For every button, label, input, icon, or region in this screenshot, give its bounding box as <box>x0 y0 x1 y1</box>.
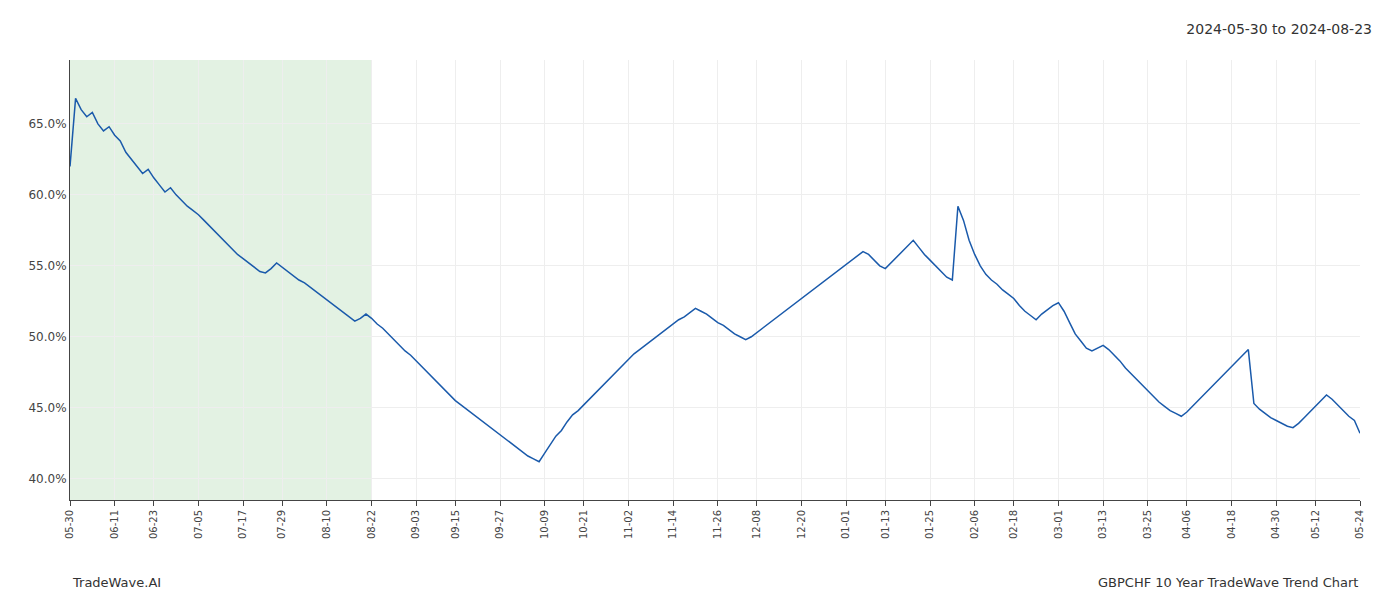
svg-text:60.0%: 60.0% <box>28 188 66 202</box>
svg-text:11-26: 11-26 <box>712 510 723 539</box>
svg-text:09-03: 09-03 <box>410 510 421 539</box>
svg-text:05-30: 05-30 <box>64 510 75 539</box>
svg-text:50.0%: 50.0% <box>28 330 66 344</box>
svg-text:09-15: 09-15 <box>450 510 461 539</box>
svg-text:05-12: 05-12 <box>1310 510 1321 539</box>
svg-text:07-05: 07-05 <box>193 510 204 539</box>
svg-text:2024-05-30 to 2024-08-23: 2024-05-30 to 2024-08-23 <box>1186 21 1372 37</box>
svg-text:12-08: 12-08 <box>751 510 762 539</box>
svg-text:01-01: 01-01 <box>840 510 851 539</box>
svg-text:03-01: 03-01 <box>1053 510 1064 539</box>
svg-text:11-14: 11-14 <box>667 510 678 539</box>
svg-text:06-23: 06-23 <box>148 510 159 539</box>
svg-text:05-24: 05-24 <box>1354 510 1365 539</box>
svg-text:45.0%: 45.0% <box>28 401 66 415</box>
svg-text:10-21: 10-21 <box>578 510 589 539</box>
svg-text:55.0%: 55.0% <box>28 259 66 273</box>
svg-text:03-13: 03-13 <box>1097 510 1108 539</box>
svg-text:40.0%: 40.0% <box>28 472 66 486</box>
svg-text:07-29: 07-29 <box>276 510 287 539</box>
svg-text:65.0%: 65.0% <box>28 117 66 131</box>
svg-text:04-30: 04-30 <box>1270 510 1281 539</box>
svg-text:08-10: 08-10 <box>321 510 332 539</box>
svg-text:03-25: 03-25 <box>1142 510 1153 539</box>
svg-text:12-20: 12-20 <box>796 510 807 539</box>
svg-text:GBPCHF 10 Year TradeWave Trend: GBPCHF 10 Year TradeWave Trend Chart <box>1098 575 1358 590</box>
svg-text:01-13: 01-13 <box>880 510 891 539</box>
svg-text:07-17: 07-17 <box>237 510 248 539</box>
svg-text:04-18: 04-18 <box>1226 510 1237 539</box>
svg-text:TradeWave.AI: TradeWave.AI <box>72 575 161 590</box>
svg-text:02-06: 02-06 <box>969 510 980 539</box>
svg-text:06-11: 06-11 <box>109 510 120 539</box>
svg-text:04-06: 04-06 <box>1181 510 1192 539</box>
svg-text:10-09: 10-09 <box>539 510 550 539</box>
svg-text:11-02: 11-02 <box>623 510 634 539</box>
svg-text:02-18: 02-18 <box>1008 510 1019 539</box>
svg-text:01-25: 01-25 <box>924 510 935 539</box>
svg-text:08-22: 08-22 <box>366 510 377 539</box>
svg-text:09-27: 09-27 <box>494 510 505 539</box>
